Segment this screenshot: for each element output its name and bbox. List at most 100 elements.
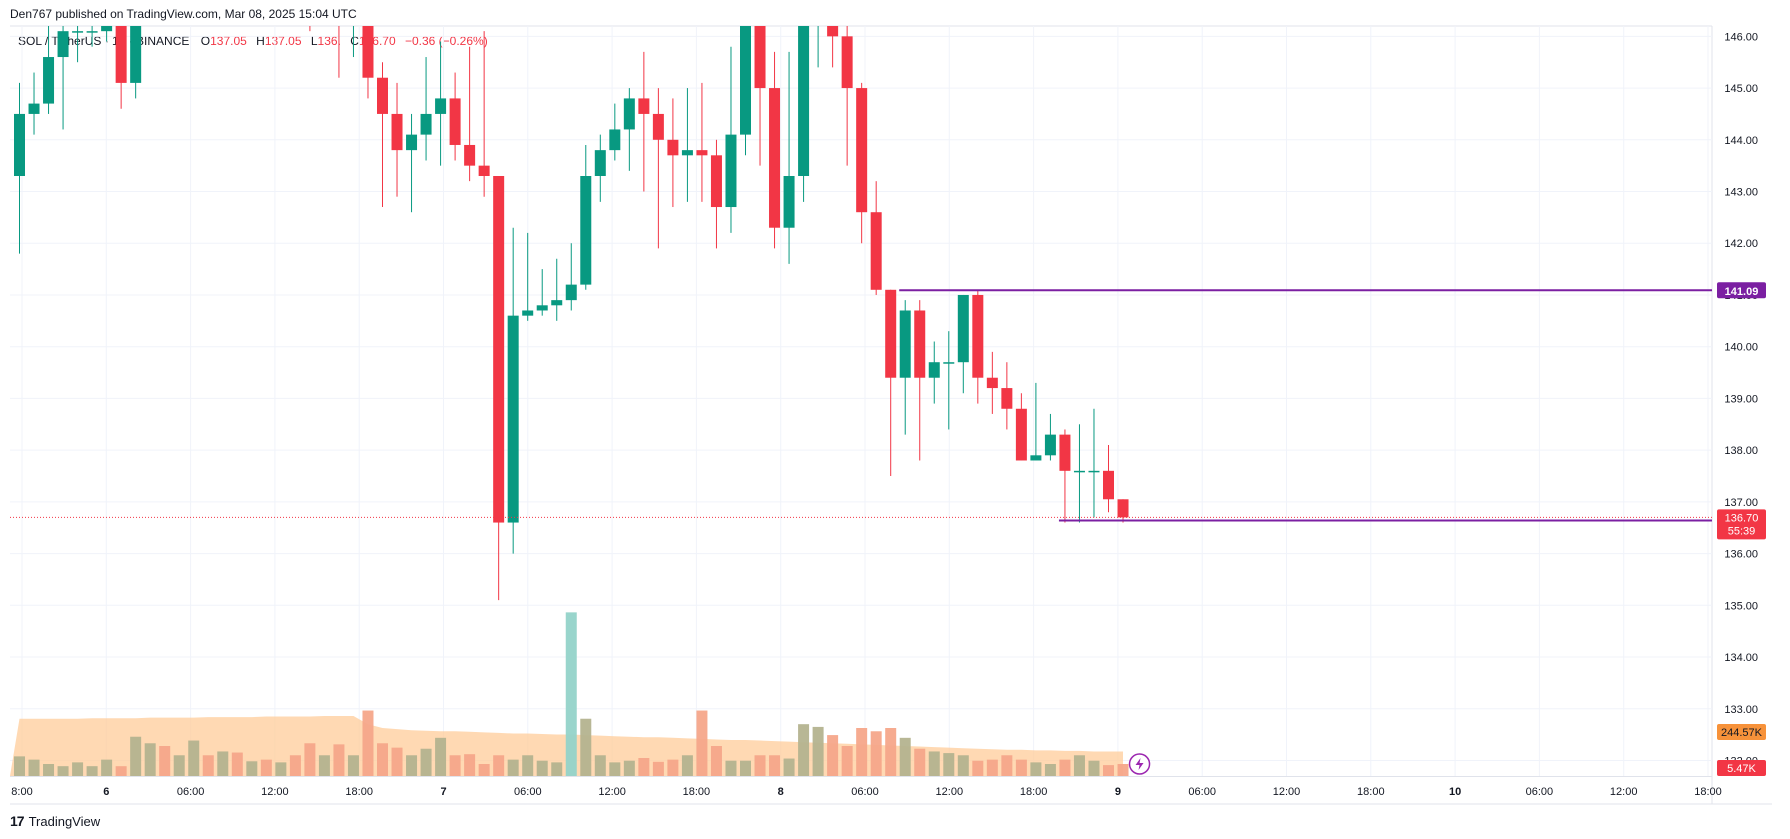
volume-bar — [72, 762, 84, 776]
volume-bar — [1088, 760, 1100, 776]
volume-bar — [130, 736, 142, 776]
candle-body — [899, 310, 911, 378]
price-tick-label: 142.00 — [1724, 238, 1758, 250]
candle-body — [1059, 434, 1071, 471]
candle-body — [1044, 434, 1056, 456]
high-label: H — [256, 34, 265, 48]
volume-bar — [957, 755, 969, 776]
volume-ma-label: 244.57K — [1721, 727, 1763, 739]
level-badge-label: 141.09 — [1725, 286, 1759, 298]
volume-bar — [1117, 764, 1129, 776]
volume-bar — [594, 755, 606, 776]
volume-bar — [304, 743, 316, 776]
volume-bar — [449, 755, 461, 776]
candle-body — [1015, 408, 1027, 461]
volume-ma-badge — [1717, 724, 1766, 740]
candle-body — [1073, 470, 1085, 473]
volume-bar — [246, 761, 258, 776]
tradingview-footer[interactable]: 17 TradingView — [10, 813, 100, 829]
volume-bar — [580, 718, 592, 776]
level-badge-resistance — [1717, 282, 1766, 299]
bar-countdown-label: 55:39 — [1728, 525, 1756, 537]
price-tick-label: 139.00 — [1724, 393, 1758, 405]
price-tick-label: 137.00 — [1724, 497, 1758, 509]
volume-bar — [652, 761, 664, 776]
price-tick-label: 138.00 — [1724, 445, 1758, 457]
candle-body — [914, 310, 926, 378]
volume-bar — [638, 758, 650, 776]
volume-bar — [943, 753, 955, 776]
time-tick-label: 18:00 — [1020, 786, 1048, 798]
candle-body — [667, 139, 679, 156]
volume-bar — [1001, 755, 1013, 776]
volume-bar — [812, 726, 824, 776]
candle-body — [769, 88, 781, 228]
volume-bar — [856, 728, 868, 776]
candle-body — [696, 150, 708, 156]
volume-bar — [928, 751, 940, 776]
volume-bar — [101, 759, 113, 776]
candle-body — [406, 134, 418, 151]
time-tick-label: 06:00 — [1526, 786, 1554, 798]
volume-bar — [565, 612, 577, 776]
volume-bar — [362, 710, 374, 776]
volume-bar — [333, 744, 345, 776]
volume-bar — [841, 746, 853, 776]
volume-bar — [681, 755, 693, 776]
candle-body — [507, 315, 519, 523]
volume-bar — [173, 755, 185, 776]
open-label: O — [200, 34, 211, 48]
tradingview-brand[interactable]: TradingView — [28, 813, 101, 829]
volume-bar — [202, 755, 214, 776]
volume-bar — [260, 759, 272, 776]
volume-bar — [507, 759, 519, 776]
time-tick-label: 06:00 — [1188, 786, 1216, 798]
volume-bar — [754, 755, 766, 776]
volume-bar — [1103, 765, 1114, 776]
volume-bar — [188, 740, 200, 776]
volume-bar — [406, 755, 418, 776]
volume-bar — [551, 762, 563, 776]
volume-bar — [798, 724, 810, 776]
volume-bar — [289, 755, 301, 776]
candle-body — [14, 113, 25, 176]
candle-body — [841, 36, 853, 89]
candle-body — [638, 98, 650, 114]
time-tick-label: 06:00 — [851, 786, 879, 798]
candle-body — [856, 88, 868, 213]
volume-bar — [217, 751, 229, 776]
change-value: −0.36 (−0.26%) — [404, 34, 488, 48]
volume-bar — [740, 760, 751, 776]
time-tick-label: 12:00 — [936, 786, 964, 798]
candle-body — [1103, 470, 1114, 500]
price-tick-label: 146.00 — [1724, 31, 1758, 43]
candle-body — [522, 310, 534, 316]
volume-bar — [57, 766, 69, 776]
time-tick-label: 12:00 — [598, 786, 626, 798]
candle-body — [740, 26, 751, 135]
candle-body — [870, 212, 882, 290]
volume-bar — [231, 752, 243, 776]
volume-bar — [391, 747, 403, 776]
low-value: 136. — [317, 34, 341, 48]
candle-body — [594, 150, 606, 176]
candle-body — [957, 294, 969, 363]
volume-last-badge — [1717, 760, 1766, 776]
candle-body — [725, 134, 737, 208]
candle-body — [1001, 388, 1013, 409]
candle-body — [536, 305, 548, 311]
candle-body — [783, 176, 795, 228]
volume-bar — [478, 764, 490, 776]
publish-text: Den767 published on TradingView.com, Mar… — [10, 7, 357, 21]
volume-bar — [86, 766, 98, 776]
candle-body — [565, 284, 577, 301]
volume-bar — [522, 755, 534, 776]
high-value: 137.05 — [264, 34, 302, 48]
price-tick-label: 143.00 — [1724, 187, 1758, 199]
candle-body — [609, 129, 621, 151]
volume-bar — [275, 762, 287, 776]
time-tick-label: 8 — [778, 786, 784, 798]
candle-body — [377, 77, 388, 114]
time-tick-label: 7 — [440, 786, 446, 798]
